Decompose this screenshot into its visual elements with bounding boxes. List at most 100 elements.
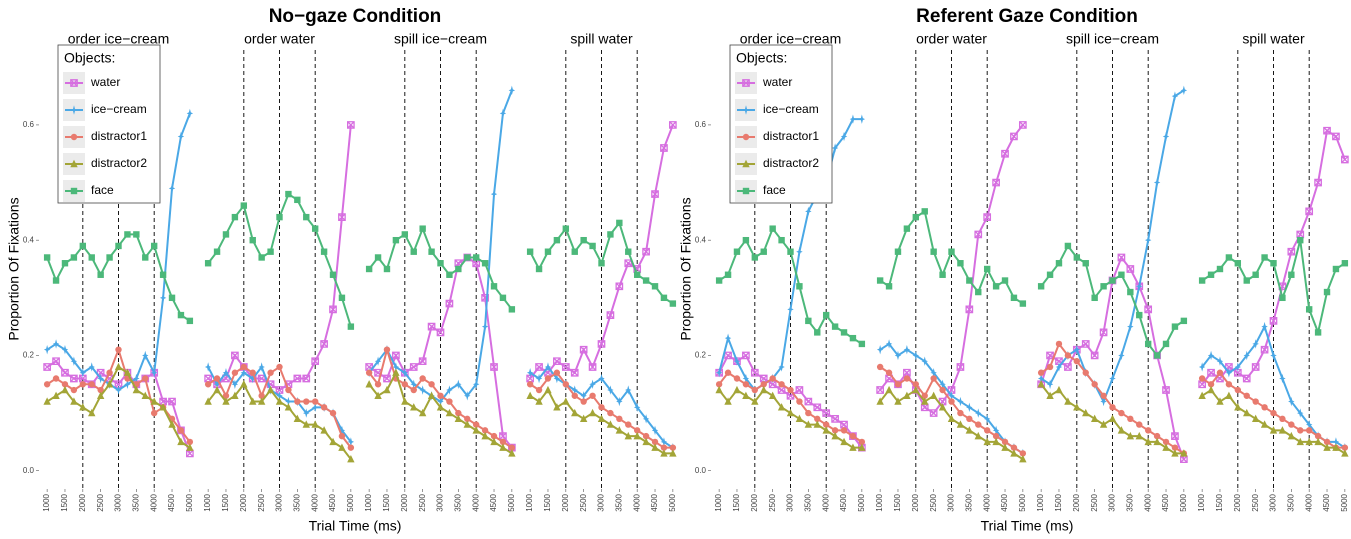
marker — [88, 408, 96, 417]
marker — [383, 385, 391, 394]
x-tick-label: 2000 — [561, 493, 570, 511]
marker — [796, 398, 803, 405]
marker — [588, 363, 597, 371]
legend-title: Objects: — [64, 50, 115, 66]
marker — [222, 392, 230, 399]
legend-label: ice−cream — [763, 102, 819, 116]
marker — [957, 260, 964, 267]
marker — [481, 321, 489, 332]
marker — [70, 397, 78, 405]
marker — [338, 213, 346, 221]
facet-title: spill water — [1242, 31, 1305, 47]
marker — [1144, 235, 1152, 245]
marker — [311, 420, 319, 428]
legend-title: Objects: — [736, 50, 787, 66]
x-tick-label: 2500 — [768, 493, 777, 511]
marker — [562, 397, 570, 405]
marker — [660, 449, 668, 457]
marker — [894, 381, 902, 388]
marker — [885, 369, 893, 376]
marker — [445, 408, 454, 417]
marker — [742, 187, 750, 195]
x-tick-label: 1500 — [1054, 493, 1063, 511]
marker — [956, 363, 965, 371]
marker — [43, 381, 51, 388]
marker — [249, 236, 256, 244]
marker — [660, 437, 668, 447]
marker — [733, 356, 741, 366]
marker — [1019, 300, 1027, 307]
marker — [580, 398, 587, 405]
series — [43, 108, 194, 395]
series — [204, 363, 355, 451]
series — [1037, 242, 1188, 359]
marker — [472, 426, 480, 434]
marker — [1323, 443, 1331, 451]
marker — [616, 415, 623, 423]
marker — [553, 403, 561, 411]
marker — [79, 381, 87, 388]
marker — [840, 437, 848, 446]
marker — [70, 159, 78, 168]
marker — [840, 420, 848, 429]
marker — [1073, 403, 1081, 411]
marker — [267, 248, 274, 255]
series — [526, 121, 677, 383]
marker — [231, 369, 239, 376]
marker — [570, 368, 579, 377]
marker — [742, 79, 750, 87]
marker — [472, 421, 480, 428]
marker — [1198, 362, 1206, 372]
marker — [106, 369, 113, 376]
marker — [70, 187, 78, 195]
marker — [302, 420, 310, 428]
marker — [1064, 242, 1072, 250]
marker — [858, 340, 866, 348]
marker — [642, 277, 650, 284]
marker — [930, 248, 937, 255]
marker — [365, 265, 373, 273]
marker — [571, 248, 578, 255]
marker — [338, 294, 346, 302]
marker — [992, 425, 1000, 436]
marker — [1108, 414, 1117, 423]
marker — [374, 356, 382, 366]
marker — [840, 131, 848, 142]
marker — [598, 373, 605, 384]
marker — [849, 443, 857, 451]
marker — [1055, 260, 1063, 267]
marker — [597, 414, 606, 423]
x-tick-label: 5000 — [1179, 493, 1188, 511]
marker — [733, 385, 741, 394]
marker — [97, 373, 104, 384]
x-tick-label: 5000 — [1018, 493, 1027, 511]
marker — [419, 385, 426, 395]
marker — [1055, 362, 1063, 372]
marker — [966, 415, 973, 423]
marker — [1341, 449, 1349, 457]
marker — [965, 426, 974, 434]
marker — [544, 375, 552, 382]
marker — [983, 213, 992, 221]
marker — [115, 346, 122, 353]
marker — [751, 386, 759, 394]
marker — [885, 283, 893, 290]
marker — [1100, 283, 1107, 290]
marker — [70, 133, 78, 141]
marker — [481, 260, 489, 267]
marker — [1144, 427, 1152, 434]
marker — [1198, 375, 1206, 382]
marker — [124, 231, 131, 238]
marker — [651, 425, 659, 436]
marker — [589, 392, 596, 399]
marker — [607, 385, 614, 395]
x-tick-label: 1500 — [893, 493, 902, 511]
marker — [1252, 339, 1259, 349]
marker — [88, 254, 95, 261]
marker — [1341, 444, 1349, 451]
marker — [43, 344, 51, 355]
marker — [1323, 288, 1331, 296]
marker — [338, 432, 346, 440]
marker — [1252, 398, 1259, 405]
legend-label: face — [763, 183, 786, 197]
